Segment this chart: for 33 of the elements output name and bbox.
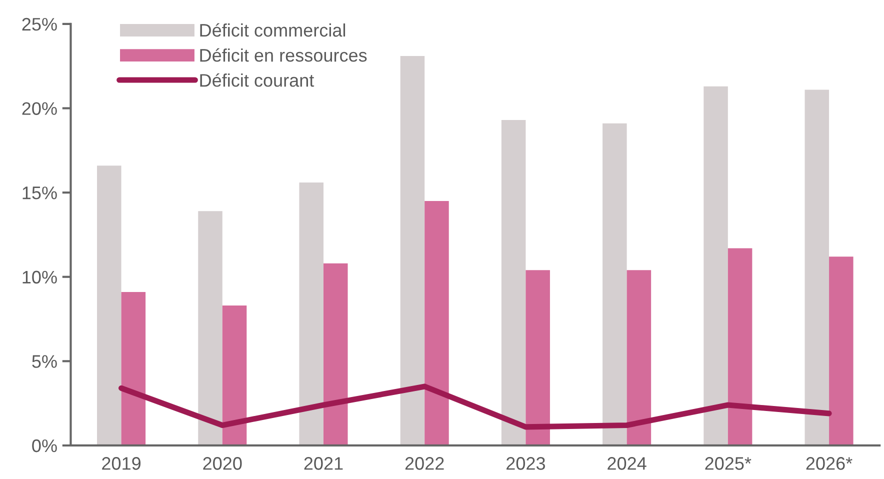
bar bbox=[602, 123, 627, 446]
bar bbox=[526, 270, 550, 446]
x-tick-label: 2021 bbox=[304, 457, 343, 470]
x-tick-label: 2023 bbox=[506, 457, 545, 470]
bar bbox=[299, 182, 324, 446]
bar bbox=[222, 306, 247, 446]
y-tick-label: 15% bbox=[22, 186, 57, 200]
bar bbox=[704, 86, 728, 446]
bar bbox=[804, 90, 830, 446]
bar bbox=[400, 56, 425, 446]
y-tick-label: 20% bbox=[22, 102, 57, 115]
y-tick-label: 25% bbox=[22, 18, 57, 31]
legend-label: Déficit commercial bbox=[200, 23, 346, 37]
y-tick-label: 10% bbox=[22, 270, 57, 284]
y-tick-label: 0% bbox=[32, 439, 57, 452]
x-tick-label: 2026* bbox=[806, 457, 852, 470]
bar bbox=[97, 166, 122, 446]
x-tick-label: 2025* bbox=[705, 457, 752, 470]
bar bbox=[323, 263, 348, 446]
x-tick-label: 2019 bbox=[102, 457, 141, 470]
legend-label: Déficit courant bbox=[200, 73, 314, 87]
x-tick-label: 2022 bbox=[405, 457, 444, 470]
bar bbox=[728, 248, 752, 446]
bar bbox=[626, 270, 652, 446]
x-tick-label: 2020 bbox=[203, 457, 242, 470]
bar bbox=[829, 256, 854, 446]
x-tick-label: 2024 bbox=[608, 457, 646, 470]
bar bbox=[198, 211, 222, 446]
bar bbox=[424, 200, 449, 446]
legend-label: Déficit en ressources bbox=[200, 48, 367, 62]
y-tick-label: 5% bbox=[32, 355, 57, 368]
bar bbox=[501, 120, 526, 446]
bar bbox=[121, 292, 146, 446]
